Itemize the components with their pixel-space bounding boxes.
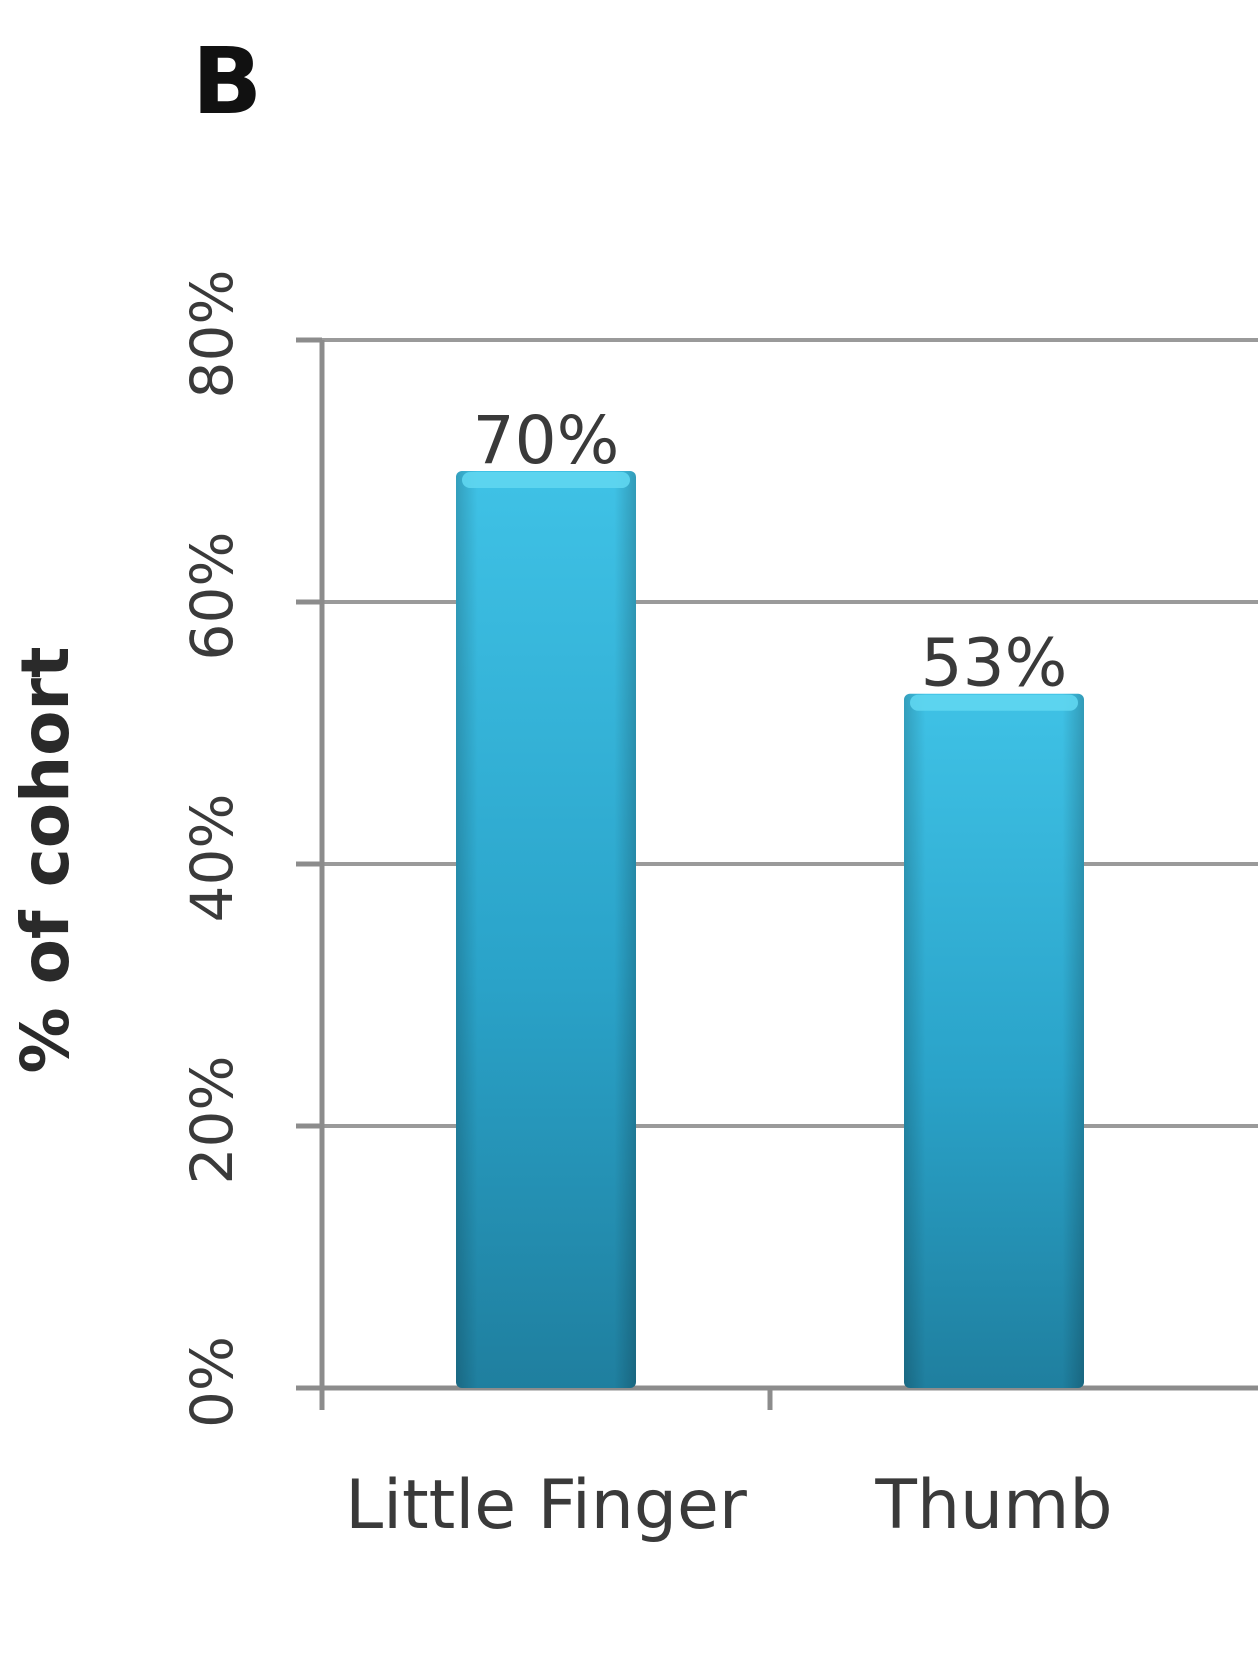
x-axis-categories: Little Finger Thumb [345, 1388, 1113, 1545]
category-label: Little Finger [345, 1466, 747, 1545]
bars [456, 471, 1084, 1388]
y-axis-ticks: 0% 20% 40% 60% 80% [178, 270, 322, 1428]
y-tick-label: 0% [178, 1336, 246, 1428]
bar-highlight [910, 694, 1078, 711]
category-label: Thumb [874, 1466, 1112, 1545]
panel-letter: B [192, 28, 262, 135]
y-tick-label: 80% [178, 270, 246, 399]
bar-shading [904, 693, 1084, 1388]
data-label: 53% [921, 625, 1068, 702]
data-label: 70% [473, 402, 620, 479]
axes [296, 340, 1258, 1410]
bar-shading [456, 471, 636, 1388]
bar-highlight [462, 472, 630, 488]
data-labels: 70% 53% [473, 402, 1068, 702]
y-axis-title: % of cohort [7, 646, 84, 1073]
y-tick-label: 60% [178, 532, 246, 661]
y-tick-label: 40% [178, 794, 246, 923]
y-tick-label: 20% [178, 1056, 246, 1185]
